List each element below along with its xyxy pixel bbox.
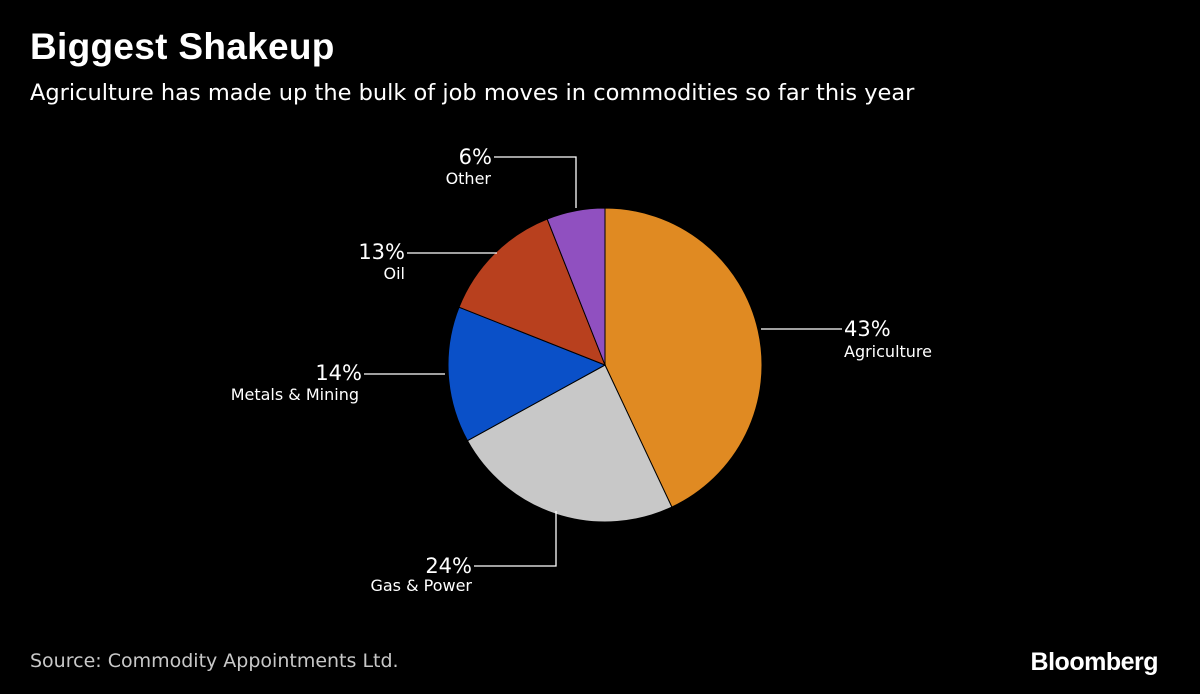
slice-value-metals-mining: 14% <box>315 361 362 385</box>
slice-metals-mining <box>447 306 607 442</box>
chart-title: Biggest Shakeup <box>30 26 335 67</box>
slice-value-gas-power: 24% <box>425 554 472 578</box>
chart-subtitle: Agriculture has made up the bulk of job … <box>30 80 915 106</box>
leader-line-other <box>494 156 577 208</box>
slice-label-agriculture: Agriculture <box>844 342 932 361</box>
slice-agriculture <box>604 207 763 508</box>
slice-label-gas-power: Gas & Power <box>370 576 472 595</box>
slice-label-oil: Oil <box>384 264 405 283</box>
source-note: Source: Commodity Appointments Ltd. <box>30 650 399 672</box>
slice-label-other: Other <box>446 169 492 188</box>
slice-label-metals-mining: Metals & Mining <box>231 385 359 404</box>
slice-oil <box>458 218 606 366</box>
bloomberg-logo: Bloomberg <box>1030 648 1159 676</box>
slice-value-other: 6% <box>459 145 492 169</box>
slice-other <box>546 207 606 366</box>
leader-line-gas-power <box>474 511 557 567</box>
slice-value-oil: 13% <box>358 240 405 264</box>
slice-value-agriculture: 43% <box>844 317 891 341</box>
